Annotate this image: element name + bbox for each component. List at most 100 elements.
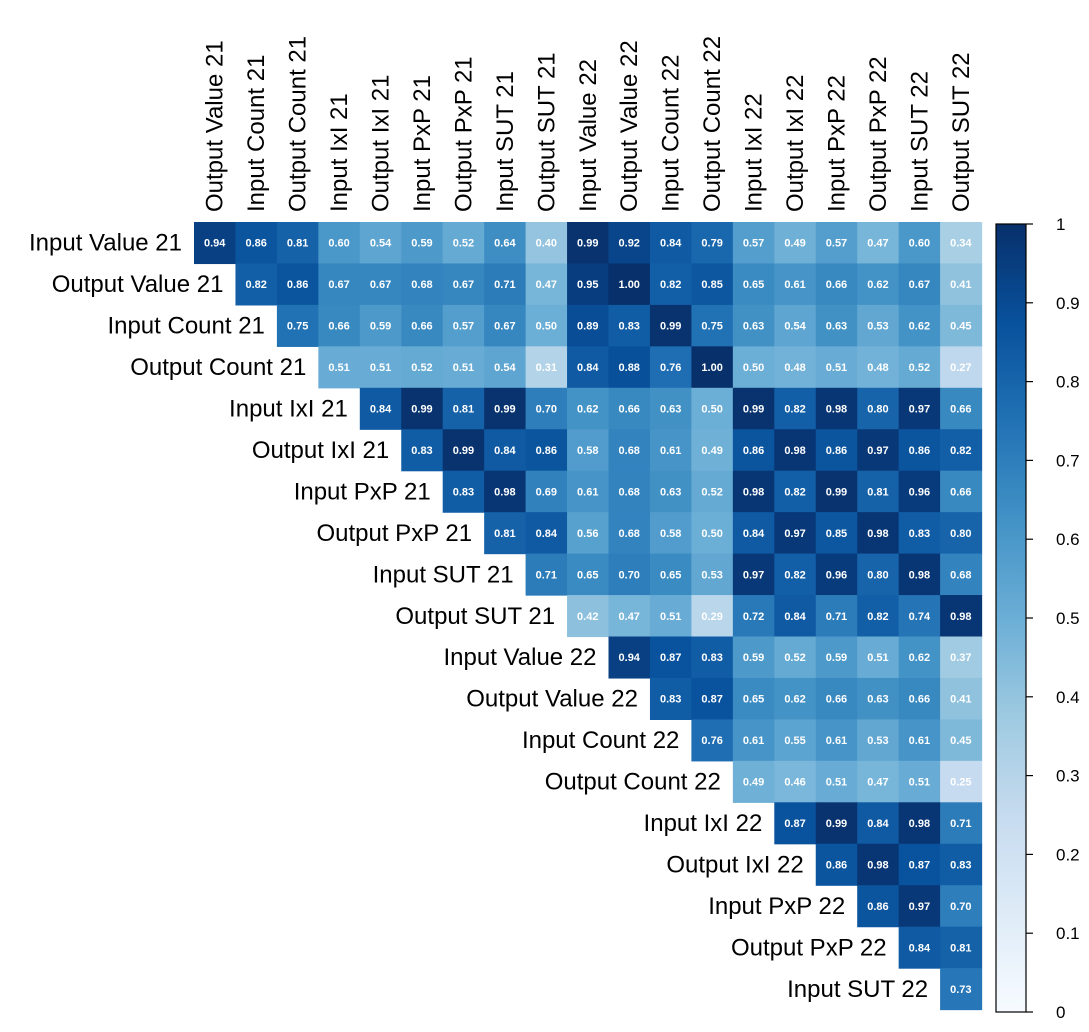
- cell-value-label: 0.63: [867, 694, 888, 706]
- cell-value-label: 0.49: [701, 445, 722, 457]
- cell-value-label: 0.96: [826, 569, 847, 581]
- cell-value-label: 0.25: [950, 777, 971, 789]
- cell-value-label: 0.98: [867, 528, 888, 540]
- heatmap-cell: [857, 346, 900, 389]
- heatmap-cell: [732, 263, 775, 306]
- heatmap-cell: [940, 968, 983, 1011]
- cell-value-label: 0.94: [619, 652, 641, 664]
- row-label: Output IxI 22: [666, 851, 803, 878]
- cell-value-label: 0.74: [909, 611, 931, 623]
- heatmap-cell: [401, 304, 444, 347]
- cell-value-label: 0.51: [328, 362, 349, 374]
- colorbar-tick-label: 0: [1056, 1003, 1065, 1022]
- heatmap-cell: [898, 677, 941, 720]
- heatmap-cell: [649, 222, 692, 265]
- cell-value-label: 0.67: [328, 279, 349, 291]
- cell-value-label: 1.00: [701, 362, 722, 374]
- heatmap-cell: [774, 429, 817, 472]
- heatmap-cell: [732, 553, 775, 596]
- heatmap-cells: 0.94 0.86 0.81 0.60 0.54 0.59 0.52 0.64 0.40 0.99…: [194, 222, 983, 1011]
- heatmap-cell: [484, 222, 527, 265]
- cell-value-label: 0.98: [909, 569, 930, 581]
- heatmap-cell: [940, 885, 983, 928]
- heatmap-cell: [815, 760, 858, 803]
- cell-value-label: 0.51: [826, 362, 847, 374]
- heatmap-cell: [401, 429, 444, 472]
- cell-value-label: 0.65: [577, 569, 598, 581]
- heatmap-cell: [608, 595, 651, 638]
- cell-value-label: 0.61: [909, 735, 930, 747]
- row-label: Input PxP 22: [708, 893, 845, 920]
- cell-value-label: 0.87: [701, 694, 722, 706]
- heatmap-cell: [940, 843, 983, 886]
- heatmap-cell: [359, 387, 402, 430]
- cell-value-label: 0.71: [536, 569, 557, 581]
- heatmap-cell: [691, 222, 734, 265]
- heatmap-cell: [525, 429, 568, 472]
- heatmap-cell: [318, 346, 361, 389]
- heatmap-cell: [898, 304, 941, 347]
- cell-value-label: 0.75: [701, 321, 722, 333]
- heatmap-cell: [774, 512, 817, 555]
- heatmap-cell: [815, 843, 858, 886]
- cell-value-label: 0.51: [826, 777, 847, 789]
- cell-value-label: 0.68: [411, 279, 432, 291]
- heatmap-cell: [940, 512, 983, 555]
- column-label: Output SUT 21: [533, 52, 560, 212]
- cell-value-label: 0.98: [867, 859, 888, 871]
- cell-value-label: 1.00: [619, 279, 640, 291]
- heatmap-cell: [898, 553, 941, 596]
- cell-value-label: 0.53: [701, 569, 722, 581]
- cell-value-label: 0.50: [701, 404, 722, 416]
- heatmap-cell: [898, 222, 941, 265]
- column-label: Output IxI 21: [368, 75, 395, 212]
- cell-value-label: 0.53: [867, 735, 888, 747]
- cell-value-label: 0.59: [370, 321, 391, 333]
- cell-value-label: 0.65: [743, 694, 764, 706]
- heatmap-cell: [567, 553, 610, 596]
- heatmap-cell: [194, 222, 237, 265]
- cell-value-label: 0.64: [494, 238, 516, 250]
- heatmap-cell: [276, 304, 319, 347]
- heatmap-cell: [940, 429, 983, 472]
- heatmap-cell: [774, 346, 817, 389]
- cell-value-label: 0.83: [701, 652, 722, 664]
- heatmap-cell: [857, 677, 900, 720]
- heatmap-cell: [359, 263, 402, 306]
- heatmap-cell: [774, 719, 817, 762]
- cell-value-label: 0.99: [743, 404, 764, 416]
- colorbar-tick-label: 0.1: [1056, 924, 1080, 943]
- heatmap-cell: [815, 553, 858, 596]
- heatmap-cell: [898, 843, 941, 886]
- column-label: Input PxP 22: [823, 75, 850, 212]
- cell-value-label: 0.80: [867, 404, 888, 416]
- cell-value-label: 0.84: [743, 528, 765, 540]
- cell-value-label: 0.85: [701, 279, 722, 291]
- heatmap-cell: [691, 387, 734, 430]
- column-label: Output Value 21: [202, 40, 229, 212]
- cell-value-label: 0.68: [619, 486, 640, 498]
- cell-value-label: 0.98: [909, 818, 930, 830]
- heatmap-cell: [774, 222, 817, 265]
- cell-value-label: 0.82: [784, 404, 805, 416]
- cell-value-label: 0.83: [950, 859, 971, 871]
- heatmap-cell: [857, 263, 900, 306]
- cell-value-label: 0.70: [536, 404, 557, 416]
- heatmap-cell: [484, 470, 527, 513]
- heatmap-cell: [815, 595, 858, 638]
- cell-value-label: 0.51: [453, 362, 474, 374]
- heatmap-cell: [774, 470, 817, 513]
- heatmap-cell: [857, 595, 900, 638]
- heatmap-cell: [732, 304, 775, 347]
- cell-value-label: 0.87: [784, 818, 805, 830]
- cell-value-label: 0.60: [909, 238, 930, 250]
- cell-value-label: 0.66: [909, 694, 930, 706]
- cell-value-label: 0.57: [826, 238, 847, 250]
- cell-value-label: 0.66: [826, 694, 847, 706]
- cell-value-label: 0.86: [245, 238, 266, 250]
- column-label: Input SUT 22: [906, 71, 933, 212]
- heatmap-cell: [691, 512, 734, 555]
- heatmap-cell: [691, 677, 734, 720]
- row-label: Output PxP 21: [316, 520, 472, 547]
- heatmap-cell: [857, 304, 900, 347]
